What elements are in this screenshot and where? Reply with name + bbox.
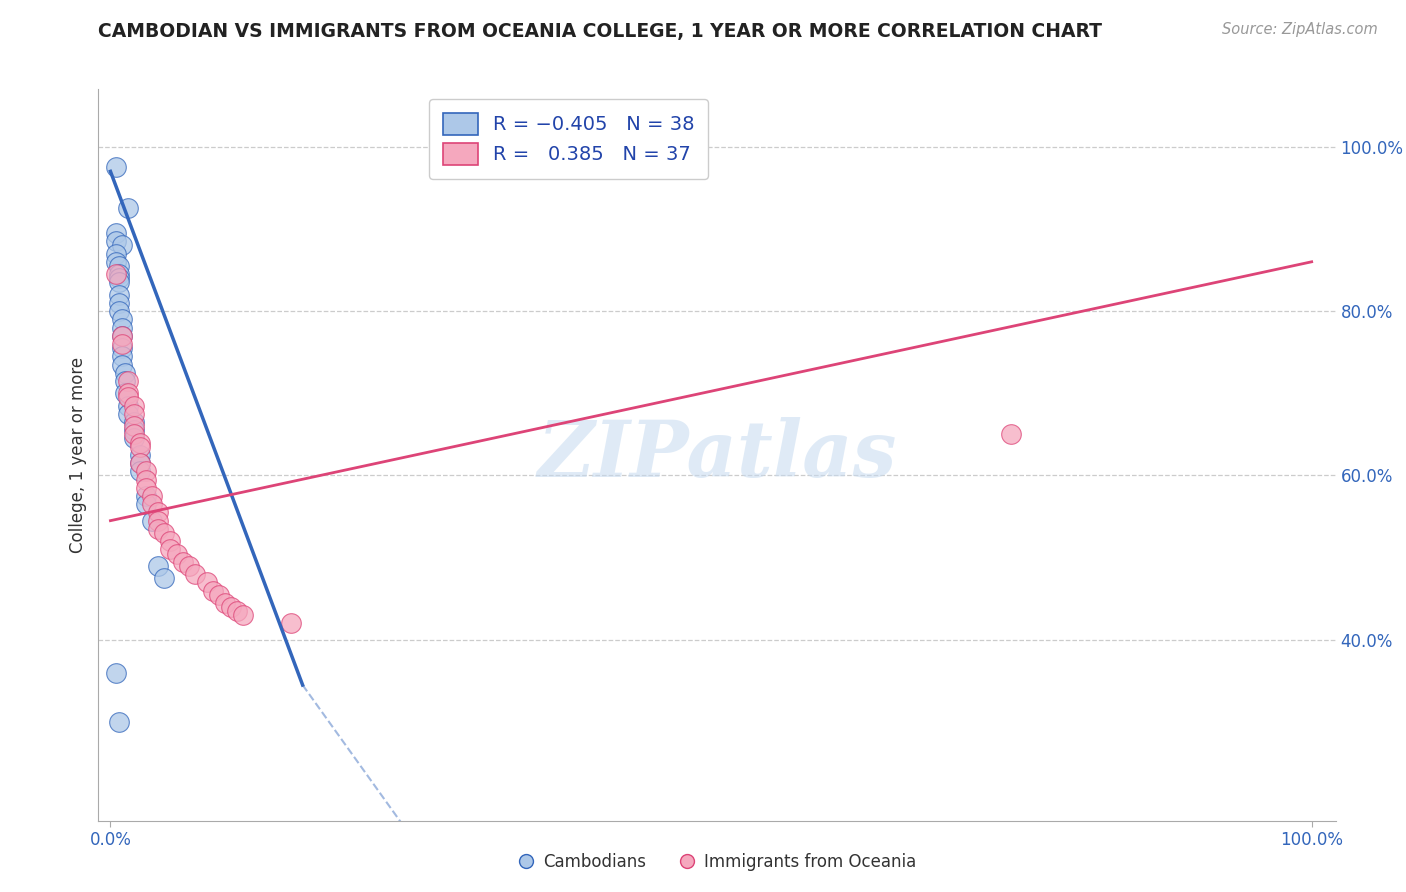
Point [117, 399, 139, 413]
Point [124, 399, 146, 413]
Point [105, 234, 128, 248]
Text: Source: ZipAtlas.com: Source: ZipAtlas.com [1222, 22, 1378, 37]
Point [117, 374, 139, 388]
Point [111, 238, 134, 252]
Point [1000, 427, 1022, 442]
Point [108, 267, 131, 281]
Point [135, 497, 157, 511]
Point [124, 419, 146, 434]
Point [141, 514, 163, 528]
Point [135, 464, 157, 478]
Point [111, 320, 134, 334]
Point [195, 575, 218, 590]
Point [148, 505, 170, 519]
Point [129, 456, 152, 470]
Point [124, 423, 146, 437]
Text: ZIPatlas: ZIPatlas [537, 417, 897, 493]
Point [105, 665, 128, 680]
Point [111, 349, 134, 363]
Legend: Cambodians, Immigrants from Oceania: Cambodians, Immigrants from Oceania [512, 847, 922, 878]
Point [159, 534, 181, 549]
Point [153, 526, 176, 541]
Point [177, 558, 200, 573]
Point [117, 391, 139, 405]
Point [105, 246, 128, 260]
Point [172, 555, 194, 569]
Point [111, 328, 134, 343]
Point [111, 358, 134, 372]
Point [114, 374, 136, 388]
Point [108, 276, 131, 290]
Point [124, 432, 146, 446]
Text: CAMBODIAN VS IMMIGRANTS FROM OCEANIA COLLEGE, 1 YEAR OR MORE CORRELATION CHART: CAMBODIAN VS IMMIGRANTS FROM OCEANIA COL… [98, 22, 1102, 41]
Point [129, 448, 152, 462]
Point [108, 271, 131, 285]
Point [183, 567, 205, 582]
Point [105, 267, 128, 281]
Point [153, 571, 176, 585]
Point [111, 337, 134, 351]
Point [225, 604, 247, 618]
Point [129, 464, 152, 478]
Point [148, 522, 170, 536]
Point [135, 481, 157, 495]
Point [114, 386, 136, 401]
Point [280, 616, 302, 631]
Point [124, 427, 146, 442]
Point [111, 341, 134, 355]
Point [232, 608, 254, 623]
Y-axis label: College, 1 year or more: College, 1 year or more [69, 357, 87, 553]
Point [108, 304, 131, 318]
Point [111, 312, 134, 326]
Point [114, 366, 136, 380]
Point [166, 547, 188, 561]
Point [148, 558, 170, 573]
Point [111, 328, 134, 343]
Point [135, 489, 157, 503]
Point [129, 440, 152, 454]
Point [159, 542, 181, 557]
Point [129, 456, 152, 470]
Point [201, 583, 224, 598]
Point [105, 226, 128, 240]
Point [105, 161, 128, 175]
Point [214, 596, 236, 610]
Point [148, 514, 170, 528]
Point [207, 588, 229, 602]
Point [105, 254, 128, 268]
Point [117, 407, 139, 421]
Point [117, 386, 139, 401]
Point [108, 714, 131, 729]
Point [219, 599, 242, 614]
Point [108, 296, 131, 310]
Point [108, 259, 131, 273]
Point [124, 415, 146, 429]
Point [135, 473, 157, 487]
Point [108, 287, 131, 301]
Point [124, 407, 146, 421]
Point [117, 202, 139, 216]
Point [129, 435, 152, 450]
Point [141, 497, 163, 511]
Point [141, 489, 163, 503]
